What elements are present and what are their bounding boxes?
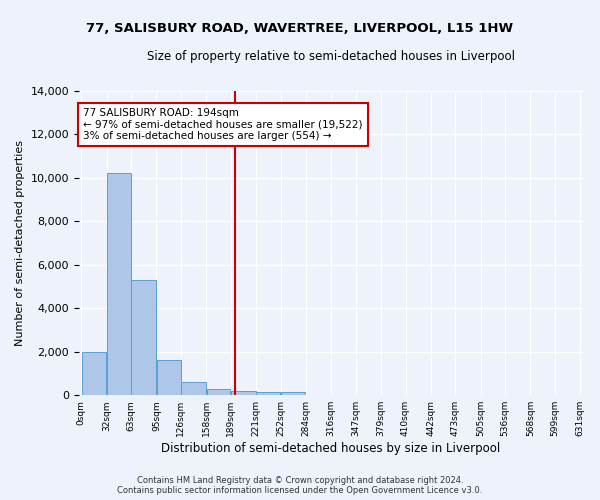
Text: 77, SALISBURY ROAD, WAVERTREE, LIVERPOOL, L15 1HW: 77, SALISBURY ROAD, WAVERTREE, LIVERPOOL… bbox=[86, 22, 514, 36]
Y-axis label: Number of semi-detached properties: Number of semi-detached properties bbox=[15, 140, 25, 346]
Bar bbox=[256, 392, 280, 395]
Text: Contains HM Land Registry data © Crown copyright and database right 2024.
Contai: Contains HM Land Registry data © Crown c… bbox=[118, 476, 482, 495]
Text: 77 SALISBURY ROAD: 194sqm
← 97% of semi-detached houses are smaller (19,522)
3% : 77 SALISBURY ROAD: 194sqm ← 97% of semi-… bbox=[83, 108, 362, 141]
Bar bbox=[107, 173, 131, 395]
Bar bbox=[131, 280, 156, 395]
Bar bbox=[181, 382, 206, 395]
Bar bbox=[157, 360, 181, 395]
X-axis label: Distribution of semi-detached houses by size in Liverpool: Distribution of semi-detached houses by … bbox=[161, 442, 500, 455]
Bar bbox=[206, 389, 230, 395]
Bar bbox=[82, 352, 106, 395]
Bar bbox=[231, 391, 256, 395]
Title: Size of property relative to semi-detached houses in Liverpool: Size of property relative to semi-detach… bbox=[147, 50, 515, 63]
Bar bbox=[281, 392, 305, 395]
